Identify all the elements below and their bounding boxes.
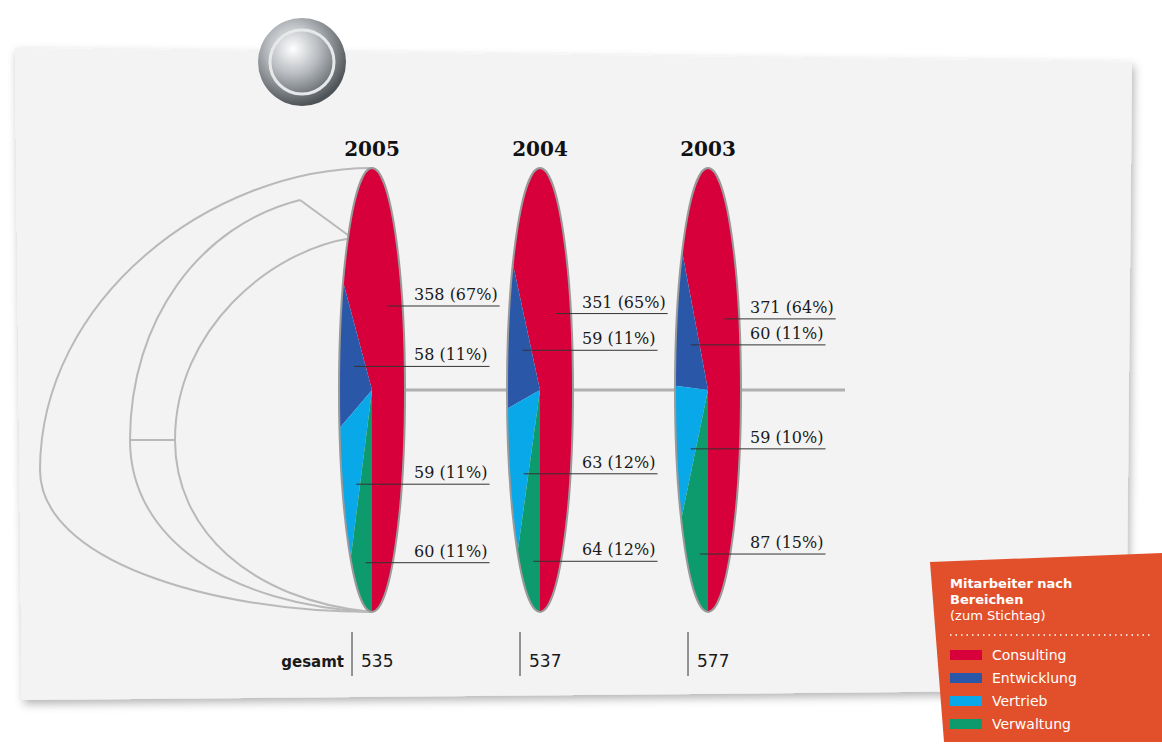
data-label: 60 (11%) bbox=[414, 542, 488, 561]
legend-swatch bbox=[950, 673, 982, 683]
total-value: 577 bbox=[697, 651, 729, 671]
data-label: 358 (67%) bbox=[414, 285, 498, 304]
data-label: 371 (64%) bbox=[750, 298, 834, 317]
data-label: 58 (11%) bbox=[414, 345, 488, 364]
data-label: 64 (12%) bbox=[582, 540, 656, 559]
legend-entry: Consulting bbox=[992, 647, 1066, 663]
leader-line bbox=[354, 366, 489, 367]
leader-line bbox=[700, 554, 826, 555]
decoration bbox=[40, 168, 372, 612]
sketch-line bbox=[130, 439, 175, 441]
data-label: 87 (15%) bbox=[750, 533, 824, 552]
magnet-body bbox=[258, 18, 346, 106]
pie bbox=[507, 168, 573, 612]
axis-bar bbox=[372, 389, 845, 392]
leader-line bbox=[724, 318, 835, 319]
pie-slice bbox=[681, 390, 708, 612]
sketch-line bbox=[300, 200, 352, 238]
data-label: 63 (12%) bbox=[582, 453, 656, 472]
magnet bbox=[258, 18, 346, 106]
leader-line bbox=[556, 313, 668, 314]
legend-box bbox=[930, 553, 1162, 742]
legend-divider bbox=[950, 634, 1150, 636]
pie bbox=[675, 168, 741, 612]
legend: Mitarbeiter nachBereichen(zum Stichtag) C… bbox=[930, 553, 1162, 742]
total-tick bbox=[688, 632, 689, 676]
leader-line bbox=[524, 473, 658, 474]
pie-title: 2004 bbox=[512, 137, 568, 161]
legend-entry: Verwaltung bbox=[992, 716, 1071, 732]
pie-slice bbox=[507, 264, 540, 409]
data-label: 59 (11%) bbox=[414, 463, 488, 482]
sketch-line bbox=[130, 200, 372, 612]
pie-outline bbox=[507, 168, 573, 612]
leader-line bbox=[533, 561, 657, 562]
data-label: 351 (65%) bbox=[582, 293, 666, 312]
leader-line bbox=[522, 350, 657, 351]
pie-title: 2005 bbox=[344, 137, 400, 161]
magnet-ring bbox=[270, 30, 334, 94]
legend-swatch bbox=[950, 696, 982, 706]
pie bbox=[339, 168, 405, 612]
total-value: 535 bbox=[361, 651, 393, 671]
total-value: 537 bbox=[529, 651, 561, 671]
pie-outline bbox=[339, 168, 405, 612]
plot-area bbox=[339, 168, 741, 612]
data-label: 60 (11%) bbox=[750, 324, 824, 343]
pie-outline bbox=[675, 168, 741, 612]
leader-line bbox=[691, 344, 826, 345]
total-tick bbox=[352, 632, 353, 676]
leader-line bbox=[366, 562, 490, 563]
legend-swatch bbox=[950, 719, 982, 729]
paper bbox=[15, 48, 1132, 700]
legend-entry: Vertrieb bbox=[992, 693, 1048, 709]
sketch-line bbox=[40, 168, 372, 612]
data-label: 59 (10%) bbox=[750, 428, 824, 447]
total-tick bbox=[520, 632, 521, 676]
chart: 2005 358 (67%) 58 (11%) 59 (11%) 60 (11%) 535… bbox=[0, 0, 1162, 744]
pie-slice bbox=[518, 390, 540, 612]
leader-line bbox=[388, 305, 500, 306]
data-label: 59 (11%) bbox=[582, 329, 656, 348]
pie-title: 2003 bbox=[680, 137, 736, 161]
leader-line bbox=[356, 484, 489, 485]
labels: 2005 358 (67%) 58 (11%) 59 (11%) 60 (11%) 535… bbox=[281, 137, 835, 676]
legend-swatch bbox=[950, 650, 982, 660]
legend-subtitle: (zum Stichtag) bbox=[950, 608, 1046, 623]
legend-title: Mitarbeiter nachBereichen bbox=[950, 576, 1072, 607]
legend-entry: Entwicklung bbox=[992, 670, 1077, 686]
leader-line bbox=[691, 448, 826, 449]
total-label: gesamt bbox=[281, 653, 344, 671]
